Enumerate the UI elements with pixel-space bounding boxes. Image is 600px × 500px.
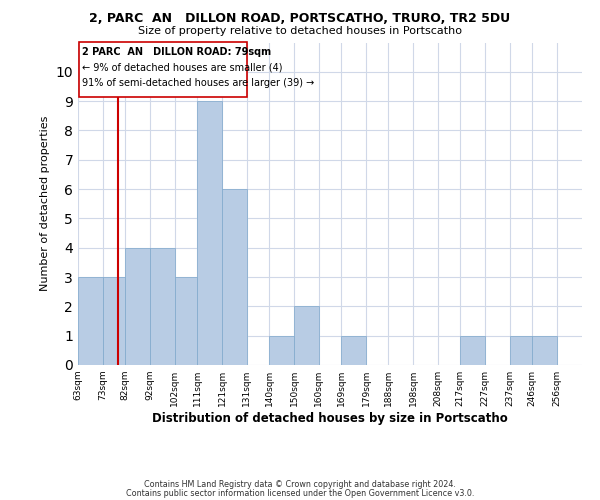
Bar	[197, 101, 222, 365]
Bar	[175, 277, 197, 365]
Bar	[532, 336, 557, 365]
Text: 2 PARC  AN   DILLON ROAD: 79sqm: 2 PARC AN DILLON ROAD: 79sqm	[82, 47, 271, 57]
Bar	[222, 189, 247, 365]
Bar	[150, 248, 175, 365]
Bar	[78, 277, 103, 365]
X-axis label: Distribution of detached houses by size in Portscatho: Distribution of detached houses by size …	[152, 412, 508, 425]
Bar	[125, 248, 150, 365]
Bar	[79, 42, 247, 96]
Bar	[341, 336, 366, 365]
Bar	[103, 277, 125, 365]
Text: Contains public sector information licensed under the Open Government Licence v3: Contains public sector information licen…	[126, 488, 474, 498]
Bar	[269, 336, 294, 365]
Y-axis label: Number of detached properties: Number of detached properties	[40, 116, 50, 292]
Text: 2, PARC  AN   DILLON ROAD, PORTSCATHO, TRURO, TR2 5DU: 2, PARC AN DILLON ROAD, PORTSCATHO, TRUR…	[89, 12, 511, 26]
Text: Size of property relative to detached houses in Portscatho: Size of property relative to detached ho…	[138, 26, 462, 36]
Text: 91% of semi-detached houses are larger (39) →: 91% of semi-detached houses are larger (…	[82, 78, 314, 88]
Text: Contains HM Land Registry data © Crown copyright and database right 2024.: Contains HM Land Registry data © Crown c…	[144, 480, 456, 489]
Bar	[460, 336, 485, 365]
Bar	[294, 306, 319, 365]
Text: ← 9% of detached houses are smaller (4): ← 9% of detached houses are smaller (4)	[82, 62, 282, 72]
Bar	[510, 336, 532, 365]
